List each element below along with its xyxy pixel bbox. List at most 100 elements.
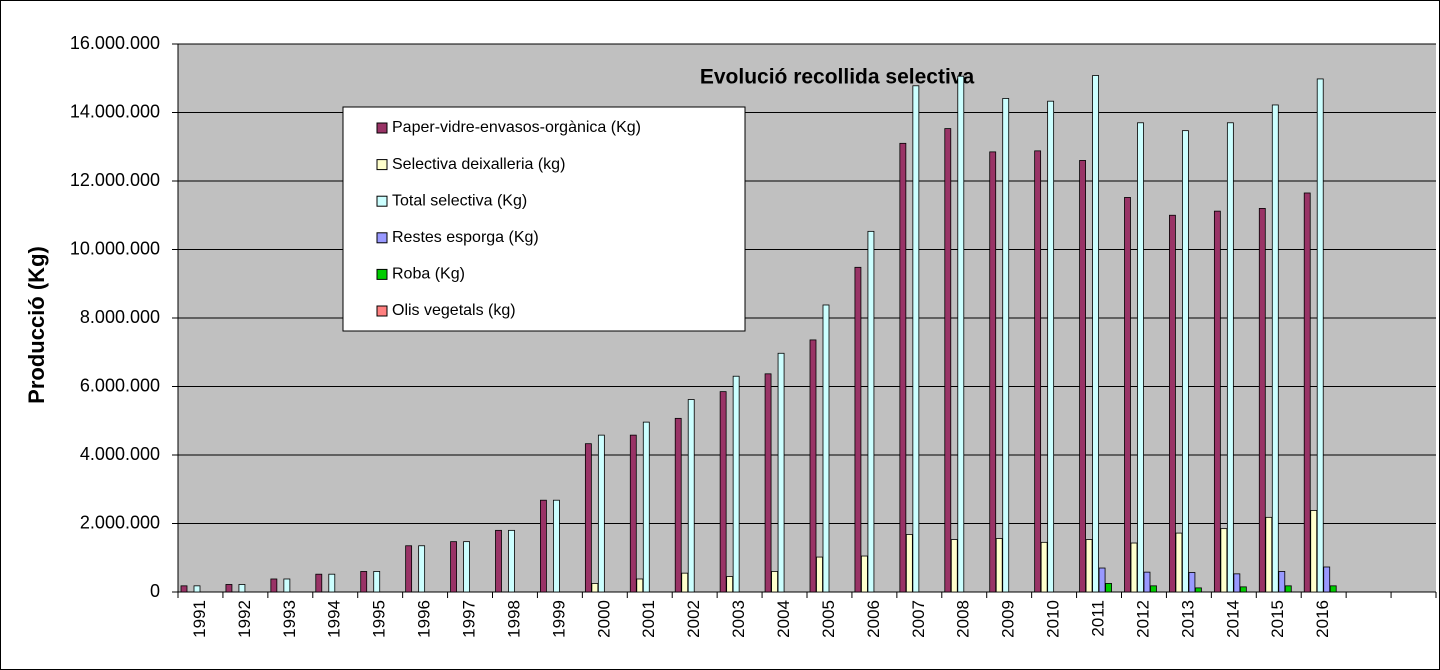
bar [1124,197,1131,593]
bar [1137,122,1144,593]
legend-box [342,106,746,332]
bar [360,571,368,593]
bar [450,541,457,593]
x-tick-label: 1997 [460,600,479,638]
bar [1323,566,1331,593]
y-tick-label: 4.000.000 [80,444,160,464]
bar [1169,214,1176,593]
bar [1213,210,1221,593]
bar [180,585,188,593]
bar [809,339,817,593]
legend-swatch [376,268,388,280]
bar [1175,532,1183,593]
x-tick-label: 2014 [1223,600,1242,638]
bar [495,529,502,593]
x-tick-label: 2008 [954,600,973,638]
x-tick-label: 2002 [684,600,703,638]
chart-title: Evolució recollida selectiva [700,66,975,89]
bar [283,578,291,593]
x-tick-label: 1996 [415,600,434,638]
bar [957,75,965,593]
x-tick-label: 1991 [190,600,209,638]
y-tick-label: 10.000.000 [70,238,160,258]
bar [777,352,785,593]
x-tick-label: 2013 [1178,600,1197,638]
x-tick-label: 2006 [864,600,883,638]
bar [995,538,1003,593]
bar [905,534,913,593]
bar [1316,78,1324,593]
y-tick-label: 14.000.000 [70,101,160,121]
legend-swatch [376,305,388,317]
bar [912,85,920,593]
bar [642,421,650,593]
bar [1105,583,1112,593]
y-tick-label: 12.000.000 [70,170,160,190]
y-axis-label: Producció (Kg) [24,246,49,404]
bar [1239,586,1247,593]
bar [899,142,907,593]
bar [508,529,515,593]
bar [1098,567,1106,593]
bar [315,573,323,593]
legend-swatch [376,122,388,134]
x-tick-label: 1994 [325,600,344,638]
bar [540,499,547,593]
bar [1143,571,1151,593]
legend-swatch [376,232,388,244]
x-tick-label: 1998 [504,600,523,638]
bar [1040,541,1048,593]
x-tick-label: 2004 [774,600,793,638]
bar [1002,98,1010,593]
bar [1182,130,1189,593]
x-tick-label: 2012 [1133,600,1152,638]
x-tick-label: 1992 [235,600,254,638]
x-tick-label: 2016 [1313,600,1332,638]
bar [719,391,727,593]
bar [950,539,958,593]
bar [270,578,278,593]
bar [1188,572,1196,593]
bar [1092,75,1099,593]
legend: Paper-vidre-envasos-orgànica (Kg) Selecti… [342,106,746,332]
bar [1226,122,1234,593]
bar [636,578,644,593]
bar [732,375,740,593]
x-tick-label: 2005 [819,600,838,638]
bar [687,399,695,593]
x-tick-label: 2003 [729,600,748,638]
bar [854,266,862,593]
bar [1079,160,1086,593]
legend-label: Paper-vidre-envasos-orgànica (Kg) [392,119,641,136]
bar [225,584,233,593]
bar [463,541,470,593]
bar [1195,587,1202,593]
bar [1150,585,1157,593]
x-tick-label: 2001 [639,600,658,638]
legend-label: Olis vegetals (kg) [392,302,516,319]
legend-label: Roba (Kg) [392,266,465,283]
bar [584,443,592,593]
bar [822,304,830,593]
bar [989,151,997,593]
bar [861,555,868,593]
bar [1220,528,1228,593]
legend-label: Restes esporga (Kg) [392,229,539,246]
bar [418,545,426,593]
bar [553,499,560,593]
y-tick-label: 6.000.000 [80,375,160,395]
x-tick-label: 2011 [1089,600,1108,637]
y-tick-label: 16.000.000 [70,33,160,53]
x-tick-label: 1993 [280,600,299,638]
x-tick-label: 2015 [1268,600,1287,638]
legend-label: Total selectiva (Kg) [392,192,527,209]
bar [764,373,772,593]
legend-label: Selectiva deixalleria (kg) [392,156,565,173]
x-tick-label: 2007 [909,600,928,638]
bar [867,230,875,593]
bar [1085,539,1093,593]
bar [238,584,246,593]
bar [771,571,778,593]
bar [1329,585,1337,593]
bar [1258,207,1266,593]
